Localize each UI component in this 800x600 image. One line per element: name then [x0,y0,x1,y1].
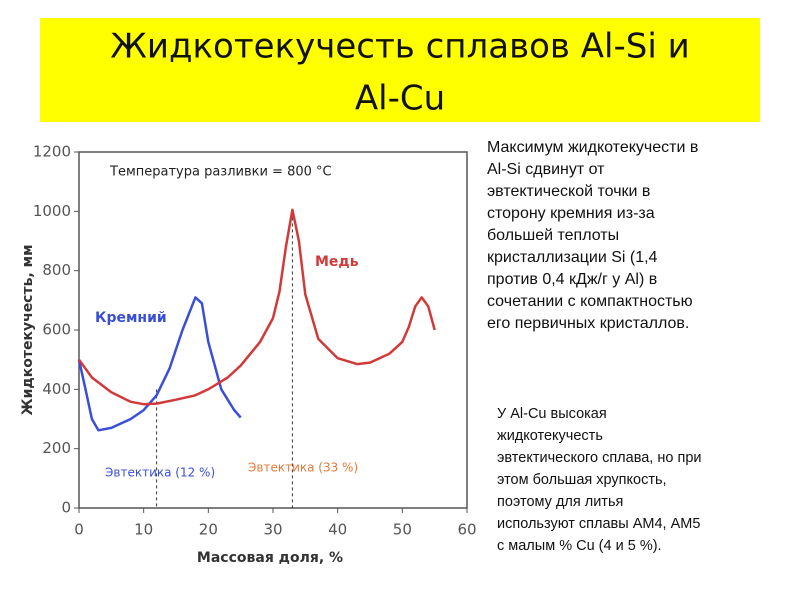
annotation: Эвтектика (12 %) [105,466,215,480]
paragraph-line: кристаллизации Si (1,4 [487,249,658,266]
paragraph-line: против 0,4 кДж/г у Al) в [487,271,657,288]
y-tick-label: 800 [42,261,71,279]
y-tick-label: 600 [42,321,71,339]
paragraph-line: сочетании с компактностью [487,293,693,310]
x-tick-label: 40 [328,521,347,539]
paragraph-line: сторону кремния из-за [487,205,655,222]
paragraph-line: У Al-Cu высокая [497,406,607,422]
slide-title: Al-Cu [355,79,445,119]
paragraph-line: Al-Si сдвинут от [487,161,605,178]
paragraph-line: эвтектического сплава, но при [497,450,701,466]
y-tick-label: 0 [61,499,71,517]
y-tick-label: 200 [42,439,71,457]
series-line [77,208,436,406]
paragraph-line: этом большая хрупкость, [497,472,667,488]
x-tick-label: 30 [263,521,282,539]
y-axis-label: Жидкотекучесть, мм [20,244,36,415]
paragraph-line: его первичных кристаллов. [487,315,689,332]
x-tick-label: 20 [199,521,218,539]
y-tick-label: 1000 [33,202,71,220]
paragraph-line: большей теплоты [487,227,619,244]
x-tick-label: 10 [134,521,153,539]
paragraph-line: эвтектической точки в [487,183,650,200]
title-box [40,18,760,122]
paragraph-line: с малым % Cu (4 и 5 %). [497,538,662,554]
series-line [77,296,242,432]
series-label: Кремний [95,310,167,326]
annotation: Эвтектика (33 %) [248,461,358,475]
paragraph-line: Максимум жидкотекучести в [487,139,698,156]
paragraph-line: используют сплавы АМ4, АМ5 [497,516,700,532]
series-label: Медь [315,254,359,270]
annotation: Температура разливки = 800 °C [109,165,332,180]
x-tick-label: 50 [393,521,412,539]
paragraph-line: поэтому для литья [497,494,623,510]
x-axis-label: Массовая доля, % [197,550,343,566]
paragraph-line: жидкотекучесть [497,428,603,444]
x-tick-label: 0 [74,521,84,539]
y-tick-label: 400 [42,380,71,398]
y-tick-label: 1200 [33,143,71,161]
x-tick-label: 60 [457,521,476,539]
slide-title: Жидкотекучесть сплавов Al-Si и [110,27,689,67]
